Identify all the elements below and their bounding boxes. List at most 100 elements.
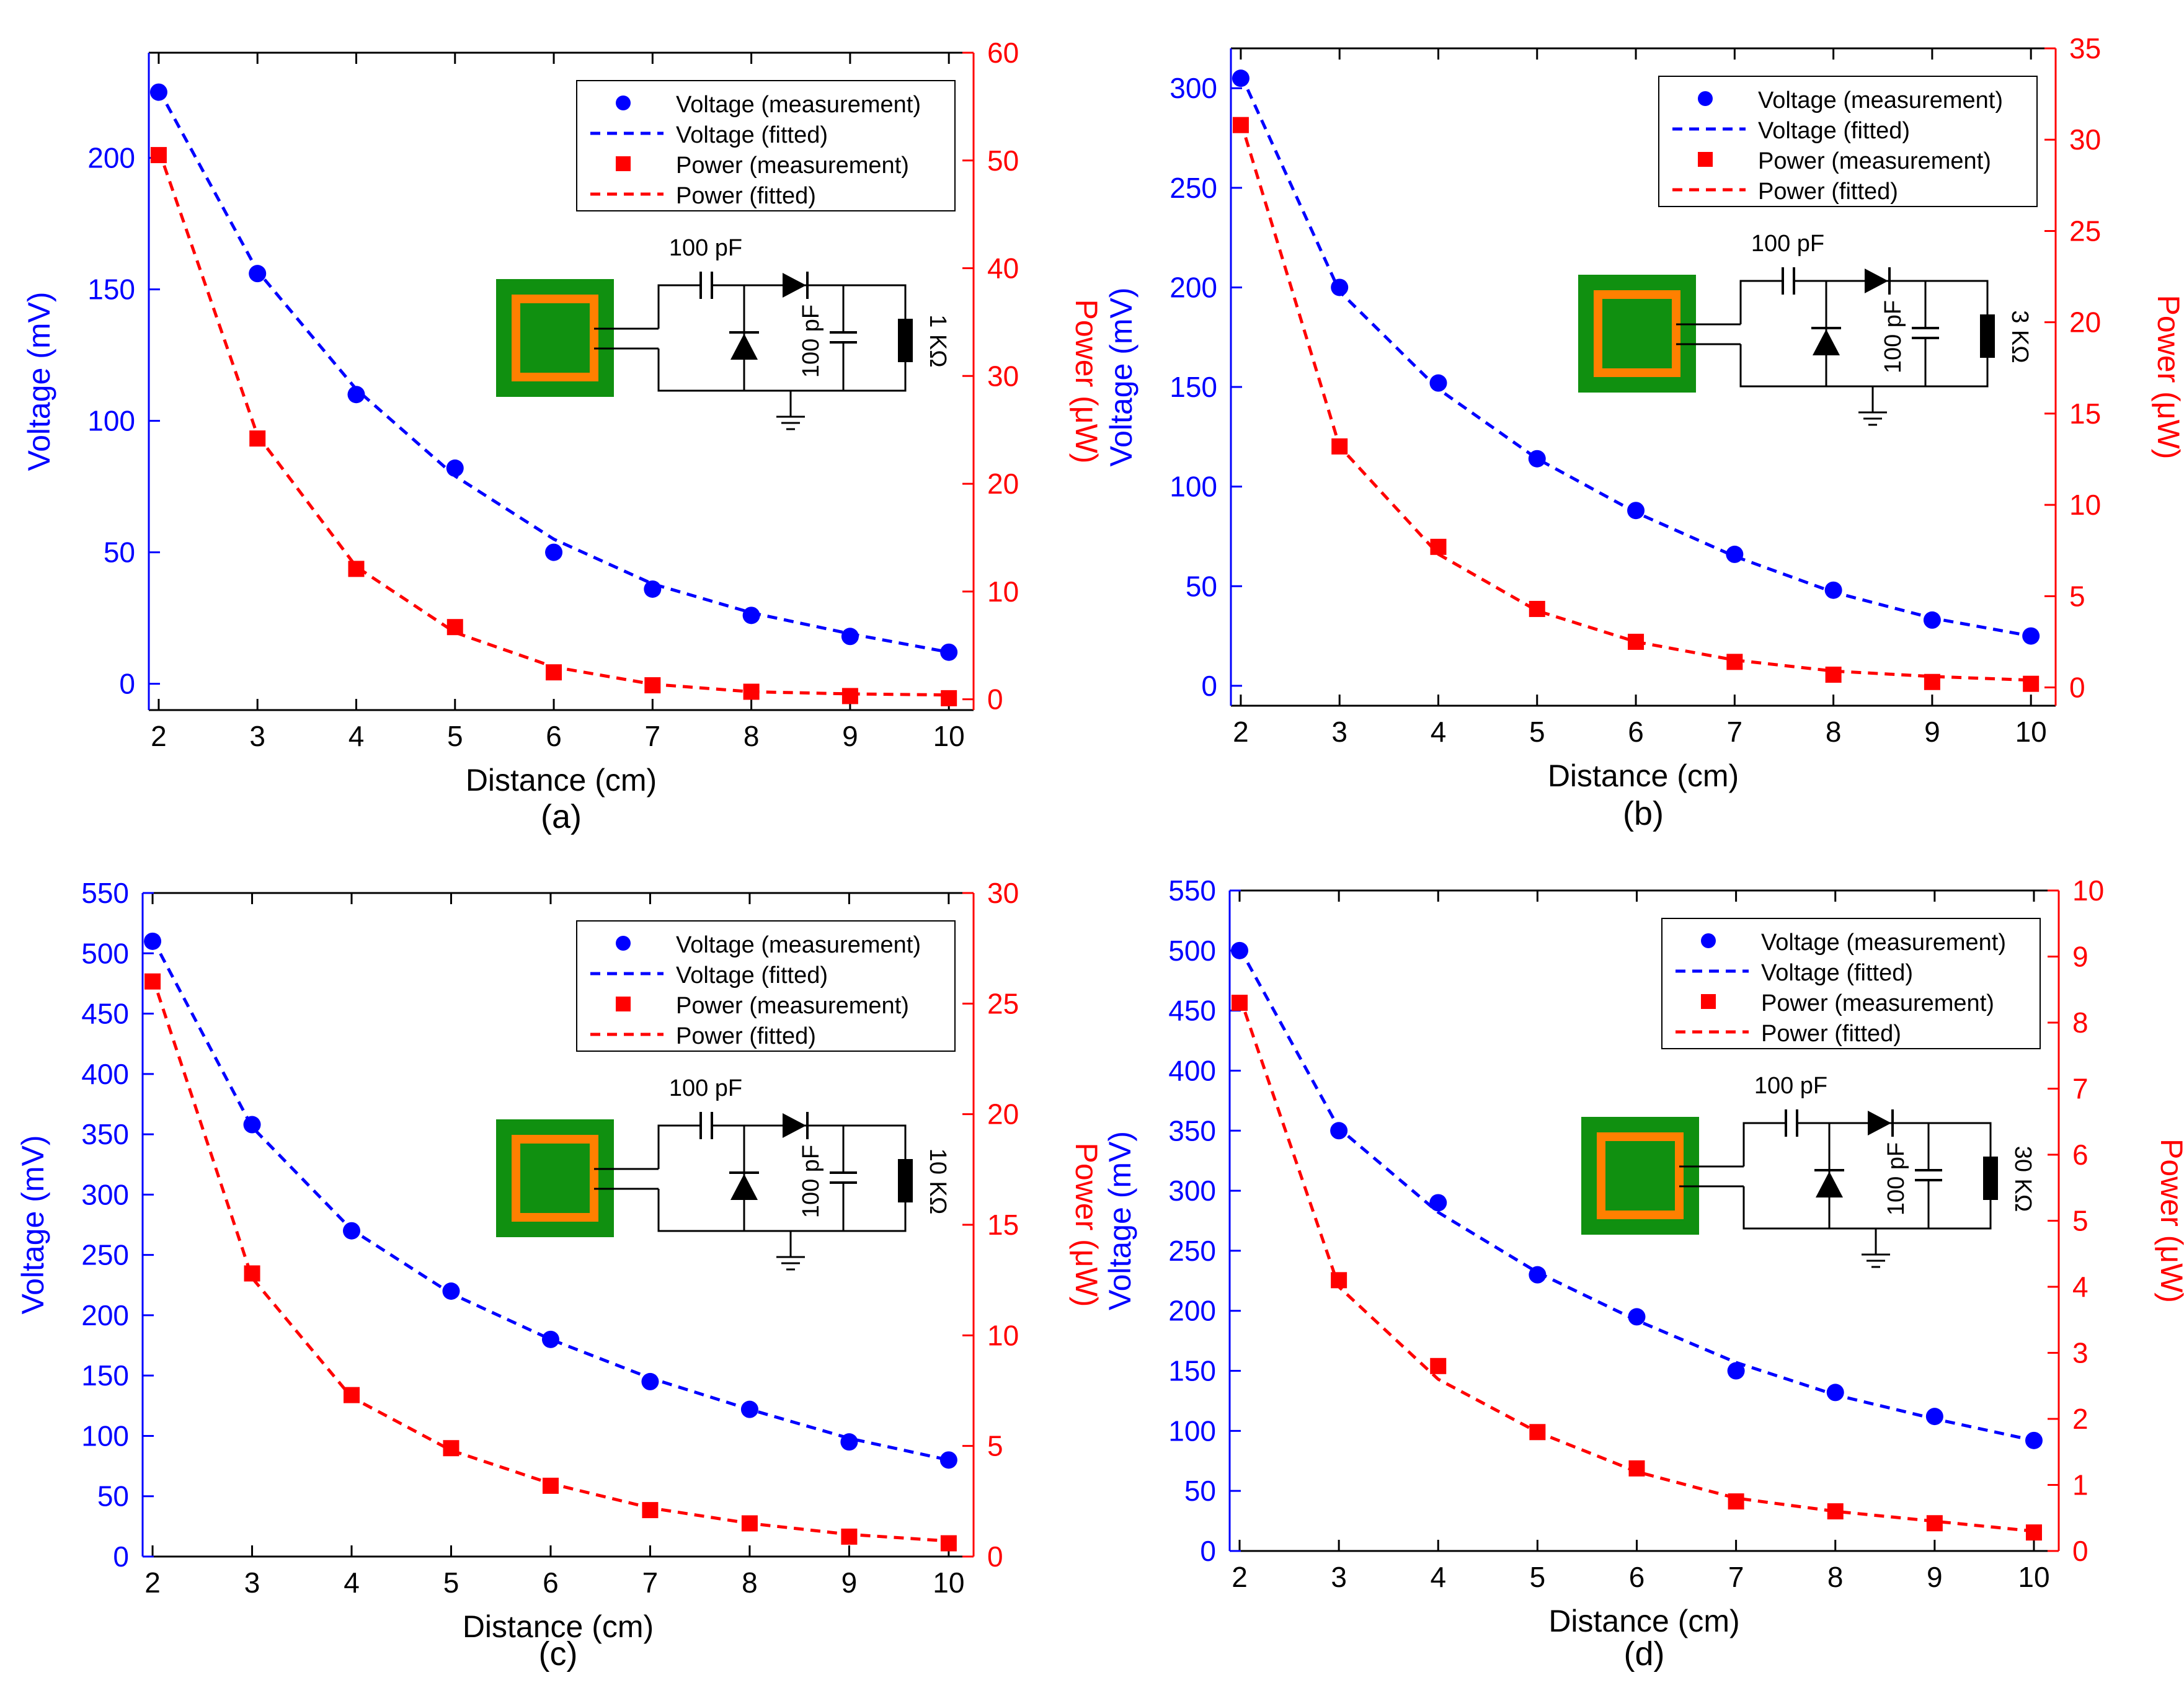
left-y-tick-label: 100 xyxy=(87,405,135,437)
left-y-tick-label: 0 xyxy=(113,1540,129,1573)
legend-voltage-marker xyxy=(1701,933,1716,948)
antenna-loop xyxy=(512,1135,598,1222)
x-tick-label: 7 xyxy=(645,720,661,752)
voltage-point xyxy=(1627,502,1645,520)
power-point xyxy=(940,1535,957,1552)
left-y-axis-title: Voltage (mV) xyxy=(16,1135,50,1314)
x-tick-label: 2 xyxy=(151,720,167,752)
legend-box xyxy=(1658,76,2038,207)
left-y-tick-label: 100 xyxy=(1170,471,1217,503)
voltage-point xyxy=(1232,69,1250,87)
x-tick-label: 10 xyxy=(933,1566,964,1599)
load-resistor xyxy=(1983,1157,1998,1200)
voltage-fitted-line xyxy=(151,938,949,1462)
voltage-fitted-line xyxy=(157,89,949,654)
load-resistor-label: 30 KΩ xyxy=(2010,1146,2036,1212)
right-y-tick-label: 0 xyxy=(987,683,1003,716)
x-tick-label: 7 xyxy=(1728,1561,1744,1593)
power-point xyxy=(1825,666,1842,683)
right-y-axis-title: Power (μW) xyxy=(2154,1139,2184,1303)
left-y-tick-label: 500 xyxy=(1168,935,1216,967)
series-diode xyxy=(1868,1111,1891,1135)
legend-voltage-marker xyxy=(616,96,631,110)
x-tick-label: 2 xyxy=(1233,716,1249,748)
left-y-axis-title: Voltage (mV) xyxy=(1103,1131,1137,1310)
antenna-loop xyxy=(512,295,598,381)
legend-entry: Voltage (measurement) xyxy=(1758,87,2003,113)
right-y-tick-label: 20 xyxy=(987,468,1019,500)
power-point xyxy=(841,688,858,704)
right-y-tick-label: 10 xyxy=(2072,874,2104,907)
legend-power-marker xyxy=(1698,152,1713,167)
power-point xyxy=(2023,675,2040,692)
voltage-point xyxy=(1429,374,1447,392)
right-y-tick-label: 10 xyxy=(987,575,1019,608)
legend-voltage-marker xyxy=(616,936,631,951)
right-y-tick-label: 20 xyxy=(2069,306,2101,339)
legend-power-marker xyxy=(1701,994,1716,1009)
x-tick-label: 3 xyxy=(244,1566,260,1599)
load-resistor-label: 3 KΩ xyxy=(2007,310,2033,363)
left-y-tick-label: 50 xyxy=(1184,1475,1216,1507)
legend-entry: Voltage (fitted) xyxy=(1761,960,1913,986)
panel-label: (b) xyxy=(1623,795,1664,832)
shunt-capacitor-label: 100 pF xyxy=(798,1145,824,1218)
series-capacitor-label: 100 pF xyxy=(669,235,742,261)
left-y-tick-label: 0 xyxy=(1200,1535,1216,1567)
series-capacitor-label: 100 pF xyxy=(1754,1073,1827,1099)
x-tick-label: 6 xyxy=(546,720,562,752)
voltage-point xyxy=(1727,1362,1745,1380)
legend-entry: Power (measurement) xyxy=(1758,148,1991,174)
left-y-axis-title: Voltage (mV) xyxy=(1104,287,1139,466)
legend-entry: Voltage (measurement) xyxy=(676,92,921,118)
legend-box xyxy=(1661,918,2041,1049)
voltage-point xyxy=(442,1282,460,1300)
voltage-point xyxy=(939,1451,957,1469)
left-y-tick-label: 250 xyxy=(1168,1235,1216,1267)
legend-power-marker xyxy=(616,997,631,1011)
load-resistor xyxy=(1980,314,1995,358)
voltage-point xyxy=(541,1330,559,1348)
x-tick-label: 10 xyxy=(933,720,965,752)
power-point xyxy=(2025,1524,2042,1541)
right-y-tick-label: 60 xyxy=(987,37,1019,69)
x-tick-label: 2 xyxy=(144,1566,161,1599)
right-y-tick-label: 6 xyxy=(2072,1139,2089,1171)
left-y-tick-label: 250 xyxy=(81,1239,129,1271)
right-y-tick-label: 5 xyxy=(987,1430,1003,1462)
x-tick-label: 4 xyxy=(1431,716,1447,748)
shunt-diode xyxy=(730,1174,758,1200)
left-y-tick-label: 150 xyxy=(87,273,135,306)
voltage-point xyxy=(249,265,267,283)
legend-voltage-marker xyxy=(1698,91,1713,106)
wire-loop xyxy=(657,1124,907,1232)
right-y-tick-label: 0 xyxy=(2072,1535,2089,1567)
x-tick-label: 5 xyxy=(447,720,463,752)
left-y-tick-label: 100 xyxy=(81,1419,129,1452)
right-y-axis-title: Power (μW) xyxy=(1069,300,1104,464)
voltage-fitted-line xyxy=(1239,73,2031,638)
legend-entry: Voltage (measurement) xyxy=(676,932,921,958)
power-fitted-line xyxy=(151,976,949,1543)
left-y-tick-label: 450 xyxy=(1168,995,1216,1027)
panel-label: (c) xyxy=(539,1635,578,1673)
power-point xyxy=(244,1265,260,1282)
left-y-tick-label: 400 xyxy=(1168,1054,1216,1086)
voltage-point xyxy=(347,386,365,404)
x-tick-label: 9 xyxy=(1927,1561,1943,1593)
voltage-point xyxy=(742,606,760,624)
left-y-axis-title: Voltage (mV) xyxy=(22,291,56,471)
voltage-point xyxy=(1330,1122,1348,1140)
x-tick-label: 5 xyxy=(443,1566,459,1599)
voltage-point xyxy=(1529,1266,1547,1284)
left-y-tick-label: 500 xyxy=(81,937,129,969)
load-resistor xyxy=(898,1159,913,1202)
x-tick-label: 8 xyxy=(742,1566,758,1599)
right-y-tick-label: 15 xyxy=(2069,398,2101,430)
x-tick-label: 7 xyxy=(1727,716,1743,748)
legend: Voltage (measurement) Voltage (fitted) Pow… xyxy=(576,920,956,1052)
right-y-tick-label: 30 xyxy=(987,360,1019,392)
legend-entry: Power (measurement) xyxy=(676,993,909,1019)
x-tick-label: 8 xyxy=(1827,1561,1844,1593)
right-y-tick-label: 35 xyxy=(2069,32,2101,64)
